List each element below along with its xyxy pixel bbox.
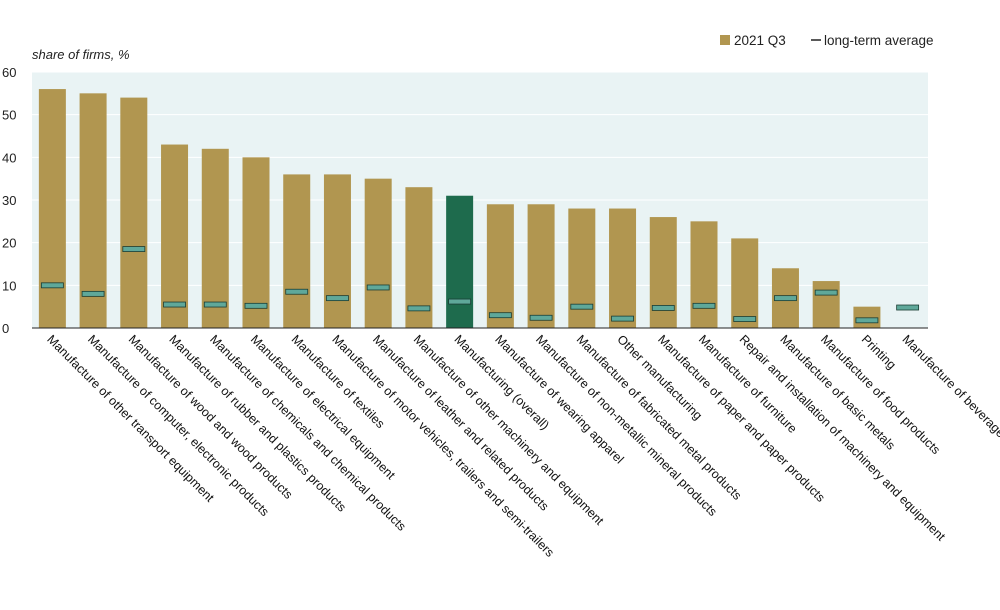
bar xyxy=(120,97,148,328)
legend-label-average: long-term average xyxy=(824,33,934,48)
bar xyxy=(364,178,392,328)
legend-label-bar: 2021 Q3 xyxy=(734,33,786,48)
y-tick-label: 10 xyxy=(2,278,16,293)
legend: 2021 Q3 long-term average xyxy=(720,33,934,48)
y-tick-label: 50 xyxy=(2,108,16,123)
category-label: Manufacture of electrical equipment xyxy=(248,332,398,482)
bar xyxy=(486,204,514,328)
average-marker xyxy=(733,316,757,322)
legend-swatch-bar xyxy=(720,35,730,45)
average-marker xyxy=(488,312,512,319)
bar xyxy=(201,148,229,328)
y-axis-label: share of firms, % xyxy=(32,47,130,62)
bar xyxy=(568,208,596,328)
y-tick-label: 60 xyxy=(2,65,16,80)
average-markers xyxy=(40,246,920,324)
average-marker xyxy=(651,305,675,311)
average-marker xyxy=(570,303,594,310)
bar xyxy=(242,157,270,328)
bar xyxy=(853,306,881,328)
bar xyxy=(649,217,677,328)
average-marker xyxy=(81,290,105,297)
y-axis-ticks: 0 10 20 30 40 50 60 xyxy=(2,65,16,336)
average-marker xyxy=(611,315,634,322)
bar xyxy=(405,187,433,328)
bar xyxy=(690,221,718,328)
y-tick-label: 20 xyxy=(2,236,16,251)
bar xyxy=(161,144,189,328)
average-marker xyxy=(896,304,920,311)
average-marker xyxy=(163,301,186,308)
bar xyxy=(446,195,474,328)
average-marker xyxy=(366,284,390,291)
average-marker xyxy=(692,302,716,309)
average-marker xyxy=(855,317,879,324)
x-axis-categories: Manufacture of other transport equipment… xyxy=(44,332,1000,560)
category-label: Manufacture of other machinery and equip… xyxy=(411,332,607,528)
category-label: Printing xyxy=(859,332,899,372)
average-marker xyxy=(448,298,472,305)
bar xyxy=(527,204,555,328)
average-marker xyxy=(203,301,227,308)
average-marker xyxy=(122,246,146,252)
average-marker xyxy=(326,295,349,302)
average-marker xyxy=(529,314,553,321)
average-marker xyxy=(774,295,797,302)
bar xyxy=(609,208,637,328)
y-tick-label: 30 xyxy=(2,193,16,208)
bar xyxy=(79,93,107,328)
average-marker xyxy=(814,289,838,296)
bar xyxy=(731,238,759,328)
average-marker xyxy=(407,305,431,312)
average-marker xyxy=(244,302,268,309)
bar xyxy=(812,281,840,328)
bar xyxy=(323,174,351,328)
y-tick-label: 40 xyxy=(2,150,16,165)
bar-series xyxy=(38,89,881,328)
bar xyxy=(38,89,66,328)
y-tick-label: 0 xyxy=(2,321,9,336)
bar xyxy=(283,174,311,328)
average-marker xyxy=(285,288,309,295)
average-marker xyxy=(40,282,64,289)
